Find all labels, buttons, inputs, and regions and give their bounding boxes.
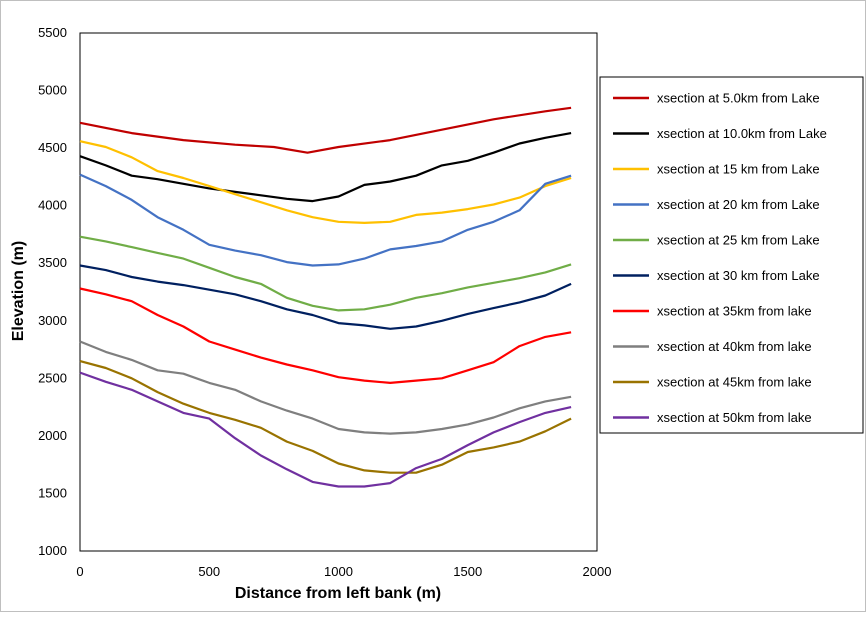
series-line-1: [79, 106, 572, 154]
legend-entry: xsection at 50km from lake: [657, 410, 812, 425]
y-tick-label: 2000: [38, 428, 67, 443]
legend-entry: xsection at 35km from lake: [657, 304, 812, 319]
y-tick-label: 5000: [38, 83, 67, 98]
series-line-9: [79, 360, 572, 474]
series-lines: [79, 106, 572, 488]
series-line-10: [79, 371, 572, 488]
legend-entry: xsection at 40km from lake: [657, 339, 812, 354]
x-tick-label: 2000: [583, 564, 612, 579]
legend-entry: xsection at 45km from lake: [657, 375, 812, 390]
x-tick-label: 1500: [453, 564, 482, 579]
legend-entry: xsection at 20 km from Lake: [657, 197, 820, 212]
legend: xsection at 5.0km from Lake xsection at 1…: [599, 76, 864, 434]
x-tick-label: 500: [198, 564, 220, 579]
x-axis-title: Distance from left bank (m): [235, 585, 441, 602]
legend-entry: xsection at 5.0km from Lake: [657, 91, 820, 106]
x-tick-label: 1000: [324, 564, 353, 579]
series-line-4: [79, 173, 572, 267]
legend-entry: xsection at 10.0km from Lake: [657, 126, 827, 141]
series-line-8: [79, 340, 572, 435]
legend-entry: xsection at 30 km from Lake: [657, 268, 820, 283]
axis-ticks: 1000150020002500300035004000450050005500…: [38, 25, 611, 579]
y-tick-label: 2500: [38, 370, 67, 385]
y-tick-label: 5500: [38, 25, 67, 40]
legend-entry: xsection at 25 km from Lake: [657, 233, 820, 248]
plot-area: [79, 32, 598, 552]
series-line-3: [79, 140, 572, 224]
x-tick-label: 0: [76, 564, 83, 579]
y-tick-label: 4000: [38, 198, 67, 213]
y-tick-label: 1000: [38, 543, 67, 558]
y-tick-label: 4500: [38, 140, 67, 155]
series-line-5: [79, 235, 572, 312]
series-line-6: [79, 264, 572, 330]
plot-border: [79, 32, 598, 552]
series-line-2: [79, 132, 572, 203]
legend-box: [599, 76, 864, 434]
y-tick-label: 3000: [38, 313, 67, 328]
series-line-7: [79, 287, 572, 384]
y-axis-title: Elevation (m): [10, 241, 27, 341]
y-tick-label: 1500: [38, 485, 67, 500]
legend-entry: xsection at 15 km from Lake: [657, 162, 820, 177]
y-tick-label: 3500: [38, 255, 67, 270]
